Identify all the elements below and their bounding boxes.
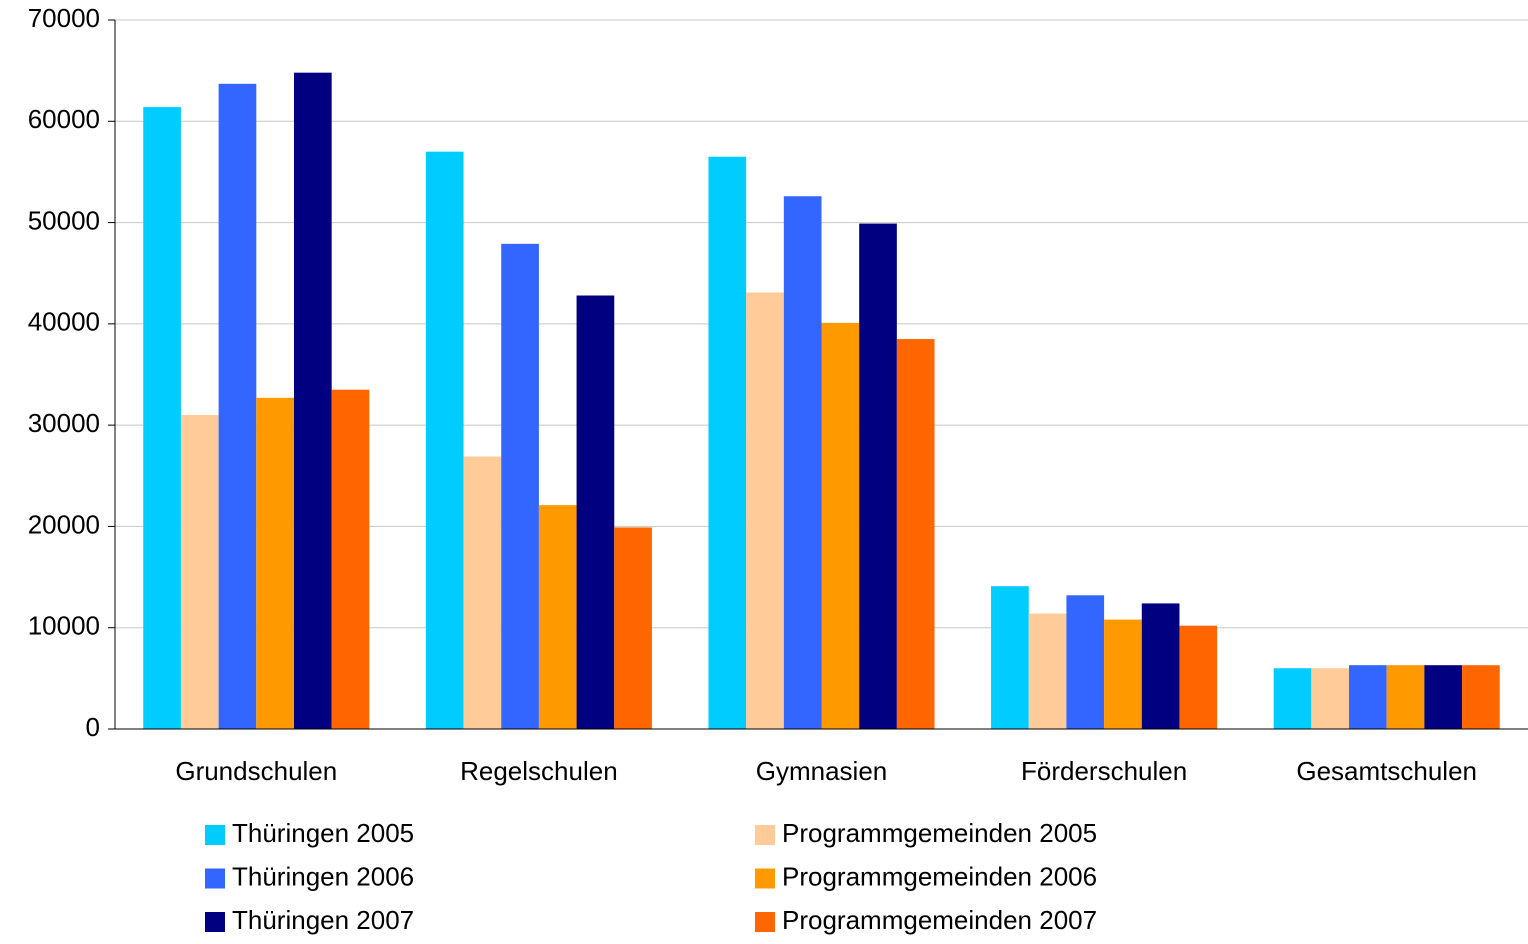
x-tick-label: Grundschulen	[175, 756, 337, 786]
y-tick-label: 0	[86, 712, 100, 742]
legend-label: Programmgemeinden 2007	[782, 905, 1097, 935]
bar	[1349, 665, 1387, 729]
bar	[218, 83, 257, 729]
bar	[1311, 668, 1350, 729]
legend-swatch	[205, 912, 225, 932]
bar	[1424, 665, 1463, 729]
legend-swatch	[755, 825, 775, 845]
x-tick-label: Regelschulen	[460, 756, 618, 786]
x-tick-label: Förderschulen	[1021, 756, 1187, 786]
bar	[1386, 665, 1425, 729]
legend-label: Thüringen 2005	[232, 818, 414, 848]
legend-swatch	[205, 868, 225, 889]
bar	[180, 415, 219, 729]
y-tick-label: 40000	[28, 307, 100, 337]
y-tick-label: 50000	[28, 205, 100, 235]
bar	[783, 196, 822, 730]
y-tick-label: 70000	[28, 3, 100, 33]
bar	[1141, 603, 1180, 729]
bar	[425, 151, 464, 729]
bar	[1179, 625, 1218, 729]
legend-label: Thüringen 2006	[232, 861, 414, 891]
bar	[746, 292, 784, 729]
bar	[463, 456, 502, 729]
bar	[1066, 595, 1105, 729]
y-tick-label: 20000	[28, 509, 100, 539]
bar	[501, 243, 539, 729]
bar	[614, 527, 652, 729]
bar	[1273, 668, 1312, 729]
legend-swatch	[205, 825, 225, 845]
bar	[1028, 613, 1067, 729]
bar	[576, 295, 615, 729]
legend-label: Programmgemeinden 2005	[782, 818, 1097, 848]
bar	[331, 389, 370, 729]
bar	[293, 72, 332, 729]
y-tick-label: 30000	[28, 408, 100, 438]
bar	[538, 505, 577, 729]
legend-label: Programmgemeinden 2006	[782, 861, 1097, 891]
y-tick-label: 60000	[28, 104, 100, 134]
x-tick-label: Gesamtschulen	[1296, 756, 1477, 786]
bar	[256, 397, 294, 729]
bar	[991, 586, 1029, 729]
legend-label: Thüringen 2007	[232, 905, 414, 935]
bar	[1462, 665, 1500, 729]
bar	[859, 223, 897, 729]
bar	[896, 339, 935, 729]
legend-swatch	[755, 868, 775, 889]
bar	[143, 107, 181, 729]
y-tick-label: 10000	[28, 611, 100, 641]
bar	[708, 156, 747, 729]
x-tick-label: Gymnasien	[756, 756, 888, 786]
legend-swatch	[755, 912, 775, 932]
bar	[1104, 619, 1142, 729]
bar	[821, 322, 860, 729]
